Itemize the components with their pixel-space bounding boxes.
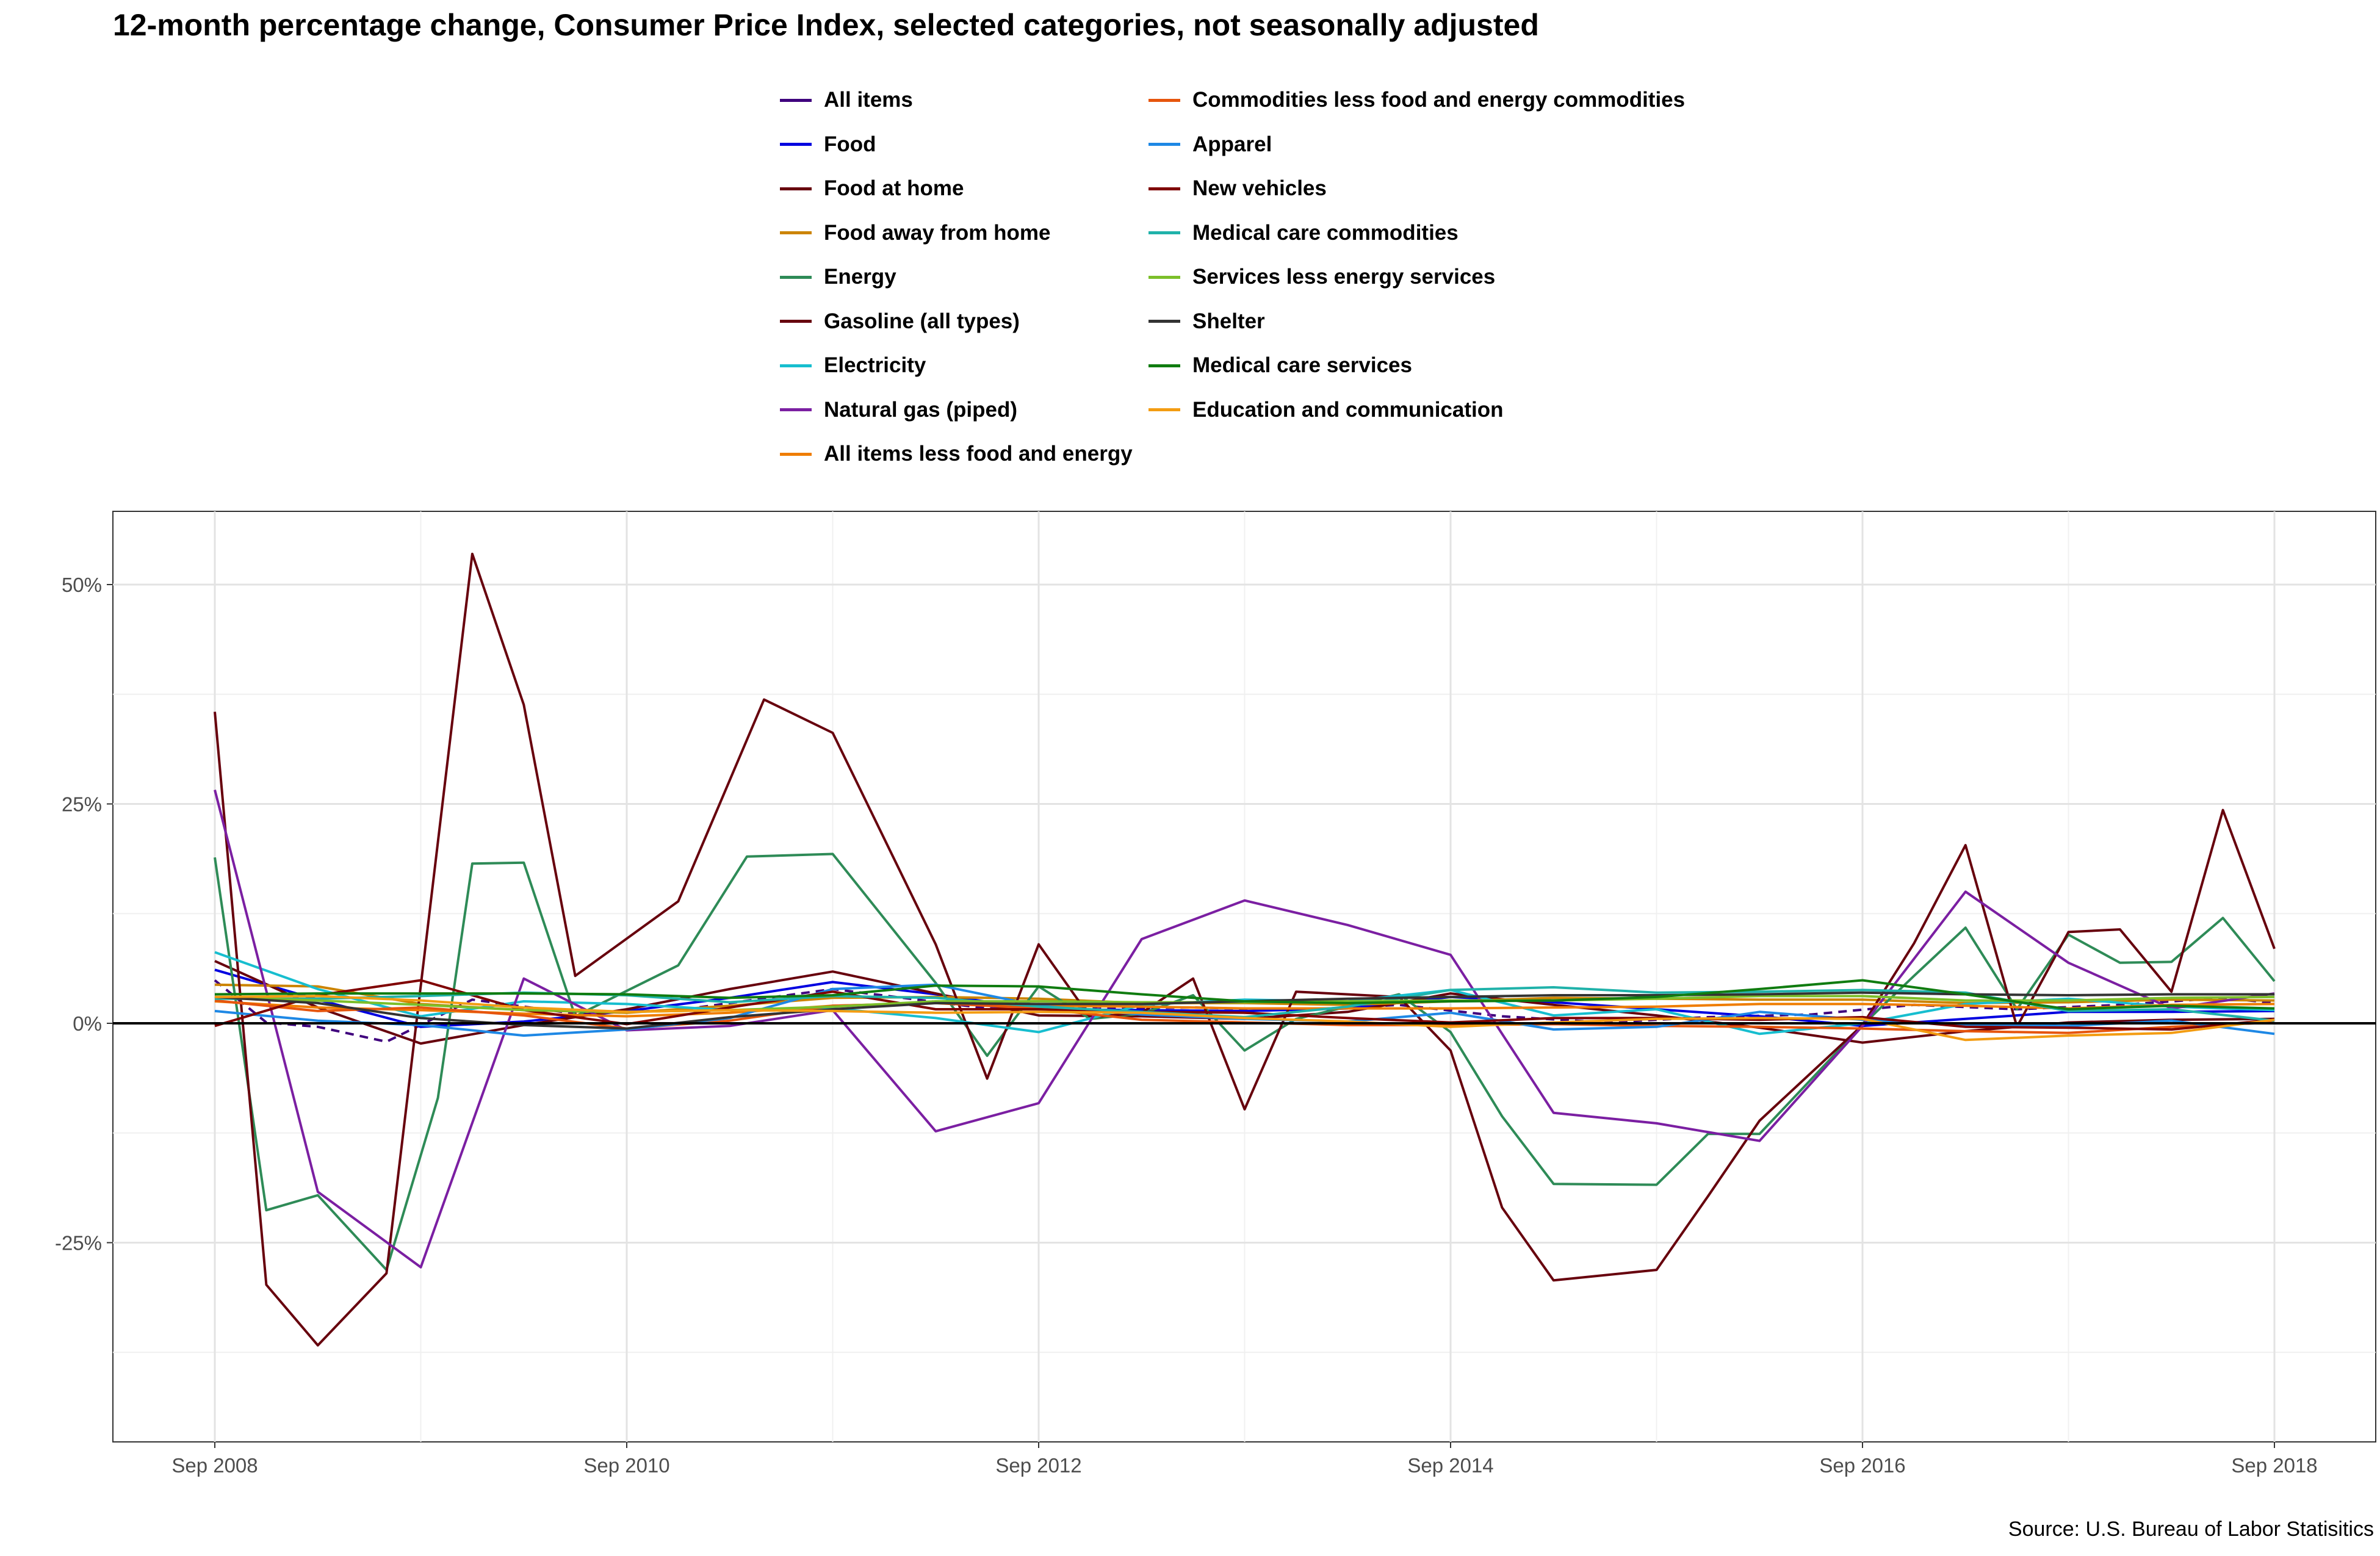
y-tick-label: 0% xyxy=(73,1012,102,1035)
axes: 50% 25% 0% -25% Sep 2008 Sep 2010 Sep 2012 Sep … xyxy=(55,574,2376,1477)
legend-key xyxy=(780,143,812,146)
legend-item: Medical care services xyxy=(1149,344,1412,387)
grid xyxy=(112,511,2376,1443)
legend-key xyxy=(1149,408,1180,411)
legend-key xyxy=(780,98,812,102)
legend-label: Apparel xyxy=(1192,132,1272,156)
legend-item: Natural gas (piped) xyxy=(780,388,1017,432)
legend-item: Food xyxy=(780,123,876,167)
legend-item: New vehicles xyxy=(1149,167,1327,211)
legend-label: Food xyxy=(824,132,876,156)
series-line-education-and-communication xyxy=(214,995,2275,1042)
legend-key xyxy=(1149,187,1180,190)
legend-label: Education and communication xyxy=(1192,397,1504,422)
series-line-food xyxy=(214,968,2275,1028)
legend-item: Gasoline (all types) xyxy=(780,300,1020,344)
legend-key xyxy=(780,231,812,234)
x-tick-label: Sep 2008 xyxy=(171,1454,258,1477)
legend-label: Energy xyxy=(824,265,896,289)
legend-item: Education and communication xyxy=(1149,388,1503,432)
legend: All items Food Food at home Food away from … xyxy=(780,78,1817,469)
legend-label: Electricity xyxy=(824,353,926,377)
legend-key xyxy=(1149,231,1180,234)
legend-key xyxy=(1149,275,1180,279)
y-tick-label: 25% xyxy=(62,793,102,816)
legend-key xyxy=(780,275,812,279)
legend-item: Commodities less food and energy commodi… xyxy=(1149,78,1685,122)
legend-item: Medical care commodities xyxy=(1149,211,1459,255)
series-line-medical-care-services xyxy=(214,979,2275,1010)
y-tick-label: -25% xyxy=(55,1232,102,1255)
legend-item: Shelter xyxy=(1149,300,1265,344)
legend-label: New vehicles xyxy=(1192,176,1327,200)
series-line-gasoline-all-types xyxy=(214,552,2276,1347)
legend-item: Electricity xyxy=(780,344,926,387)
legend-item: Services less energy services xyxy=(1149,255,1495,299)
x-tick-label: Sep 2016 xyxy=(1819,1454,1905,1477)
x-tick-label: Sep 2018 xyxy=(2231,1454,2317,1477)
legend-label: Services less energy services xyxy=(1192,265,1496,289)
legend-key xyxy=(780,187,812,190)
legend-label: Natural gas (piped) xyxy=(824,397,1017,422)
legend-label: Food away from home xyxy=(824,220,1051,245)
x-tick-label: Sep 2010 xyxy=(583,1454,669,1477)
legend-label: Medical care services xyxy=(1192,353,1412,377)
series-line-natural-gas-piped xyxy=(214,790,2275,1269)
legend-item: Energy xyxy=(780,255,896,299)
legend-item: Food at home xyxy=(780,167,964,211)
legend-label: Gasoline (all types) xyxy=(824,309,1020,333)
legend-key xyxy=(1149,143,1180,146)
legend-label: All items less food and energy xyxy=(824,442,1133,466)
legend-key xyxy=(1149,364,1180,367)
legend-key xyxy=(780,320,812,323)
legend-item: All items less food and energy xyxy=(780,432,1133,476)
legend-key xyxy=(1149,98,1180,102)
legend-key xyxy=(780,408,812,411)
legend-item: Apparel xyxy=(1149,123,1272,167)
legend-label: Medical care commodities xyxy=(1192,220,1459,245)
legend-key xyxy=(780,364,812,367)
series-line-energy xyxy=(214,852,2276,1272)
legend-key xyxy=(780,452,812,456)
source-note: Source: U.S. Bureau of Labor Statisitics xyxy=(2008,1518,2374,1541)
legend-key xyxy=(1149,320,1180,323)
legend-label: Commodities less food and energy commodi… xyxy=(1192,88,1686,112)
chart-title: 12-month percentage change, Consumer Pri… xyxy=(113,8,1539,42)
legend-item: Food away from home xyxy=(780,211,1050,255)
legend-item: All items xyxy=(780,78,913,122)
legend-label: Shelter xyxy=(1192,309,1265,333)
x-tick-label: Sep 2012 xyxy=(995,1454,1081,1477)
legend-label: Food at home xyxy=(824,176,964,200)
x-tick-label: Sep 2014 xyxy=(1407,1454,1493,1477)
legend-label: All items xyxy=(824,88,913,112)
series-line-electricity xyxy=(214,951,2275,1036)
y-tick-label: 50% xyxy=(62,574,102,596)
